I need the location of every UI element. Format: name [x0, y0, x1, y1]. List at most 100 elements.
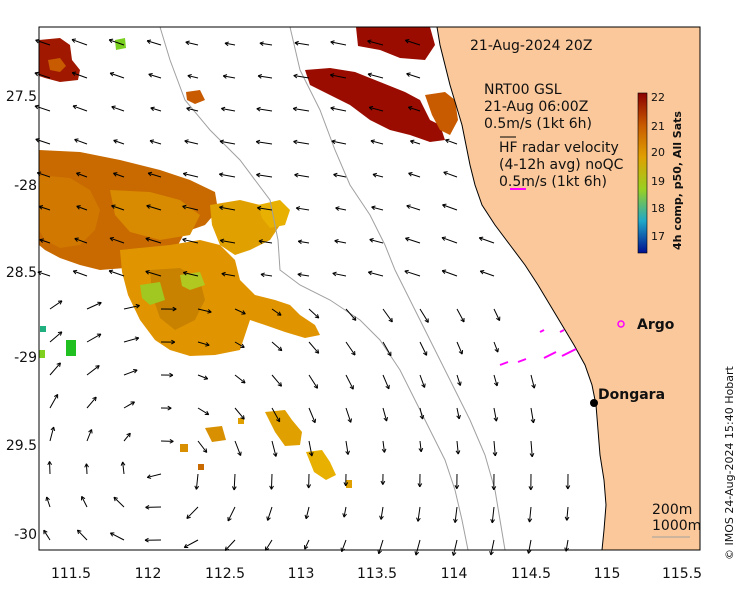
current-arrow-head [148, 73, 152, 78]
current-arrow [456, 341, 463, 355]
current-arrow [77, 529, 88, 541]
current-arrow [408, 106, 421, 112]
current-arrow [39, 239, 51, 244]
current-arrow [227, 506, 236, 522]
current-arrow [113, 496, 125, 508]
current-arrow-head [314, 351, 319, 354]
current-arrow [183, 173, 199, 178]
current-arrow [443, 171, 458, 178]
current-arrow-head [149, 140, 154, 144]
current-arrow [441, 237, 458, 244]
current-arrow [224, 539, 236, 551]
current-arrow [405, 39, 421, 46]
current-arrow [73, 270, 88, 277]
current-arrow-head [304, 546, 309, 550]
current-arrow [35, 138, 51, 145]
current-arrow-head [109, 236, 115, 239]
current-arrow-head [329, 74, 334, 78]
current-arrow-head [343, 513, 347, 518]
current-arrow [147, 172, 162, 178]
current-arrow-head [408, 105, 413, 108]
current-arrow [371, 206, 384, 211]
current-arrow [530, 374, 535, 389]
current-arrow-head [257, 205, 262, 209]
current-arrow-head [308, 484, 312, 489]
x-tick-label: 112.5 [205, 566, 245, 582]
current-arrow-head [34, 71, 39, 74]
current-arrow-head [172, 308, 177, 312]
current-arrow-head [81, 496, 86, 500]
colorbar-tick: 17 [651, 230, 665, 243]
current-arrow-head [293, 106, 298, 109]
current-arrow-head [408, 172, 413, 174]
current-arrow-head [129, 433, 131, 438]
current-arrow [452, 539, 458, 556]
current-arrow-head [97, 365, 100, 370]
current-arrow-head [145, 270, 150, 272]
current-arrow [149, 140, 162, 145]
current-arrow-head [224, 41, 229, 44]
current-arrow [493, 308, 501, 321]
current-arrow-head [256, 106, 261, 110]
current-arrow-head [219, 206, 223, 211]
current-arrow-head [171, 339, 176, 343]
current-arrow-head [187, 75, 192, 79]
current-arrow-head [243, 415, 245, 420]
current-arrow-head [185, 40, 190, 43]
current-arrow-head [256, 139, 261, 143]
current-arrow-head [220, 238, 225, 241]
current-arrow [406, 73, 421, 79]
current-arrow [148, 73, 162, 79]
current-arrow [368, 271, 384, 277]
current-arrow [271, 308, 282, 316]
current-arrow-head [72, 104, 78, 107]
current-arrow-head [38, 205, 43, 210]
current-arrow [233, 473, 236, 491]
current-arrow [234, 407, 245, 420]
current-arrow-head [150, 106, 155, 109]
current-arrow-head [147, 476, 152, 479]
current-arrow [382, 308, 393, 323]
current-arrow [109, 72, 125, 79]
current-arrow [219, 140, 236, 145]
isobath-legend: 200m 1000m [652, 502, 701, 538]
y-axis: 27.5 -28 28.5 -29 29.5 -30 [6, 89, 37, 543]
current-arrow-head [408, 172, 412, 177]
current-arrow-head [528, 550, 532, 554]
current-arrow [109, 39, 125, 46]
current-arrow-head [280, 382, 283, 387]
current-arrow-head [295, 207, 300, 211]
current-arrow [330, 107, 347, 112]
current-arrow-head [368, 106, 373, 111]
current-arrow-head [72, 270, 77, 275]
x-tick-label: 112 [135, 566, 162, 582]
colorbar-label: 4h comp, p50, All Sats [671, 111, 684, 250]
x-tick-label: 113.5 [357, 566, 397, 582]
current-arrow-head [237, 452, 241, 456]
current-arrow [123, 305, 140, 310]
current-arrow-head [383, 417, 387, 422]
current-arrow-head [77, 529, 82, 532]
current-arrow [110, 532, 125, 541]
current-arrow-head [493, 486, 497, 491]
current-arrow-head [224, 42, 229, 47]
current-arrow [123, 337, 139, 343]
current-arrow-head [293, 141, 297, 145]
current-arrow [493, 341, 499, 353]
current-arrow-head [567, 485, 571, 490]
current-arrow-head [35, 39, 39, 44]
x-tick-label: 111.5 [51, 566, 91, 582]
current-arrow-head [480, 269, 485, 272]
current-arrow-head [57, 331, 62, 334]
current-arrow [419, 341, 428, 356]
current-arrow-head [293, 73, 298, 77]
current-arrow [456, 374, 461, 386]
current-arrow [333, 173, 347, 178]
current-arrow [219, 173, 236, 178]
current-arrow-head [460, 319, 465, 323]
current-arrow [49, 362, 61, 376]
current-arrow-head [113, 139, 118, 141]
current-arrow [480, 270, 495, 277]
current-arrow [108, 270, 125, 277]
current-arrow-head [459, 381, 462, 386]
